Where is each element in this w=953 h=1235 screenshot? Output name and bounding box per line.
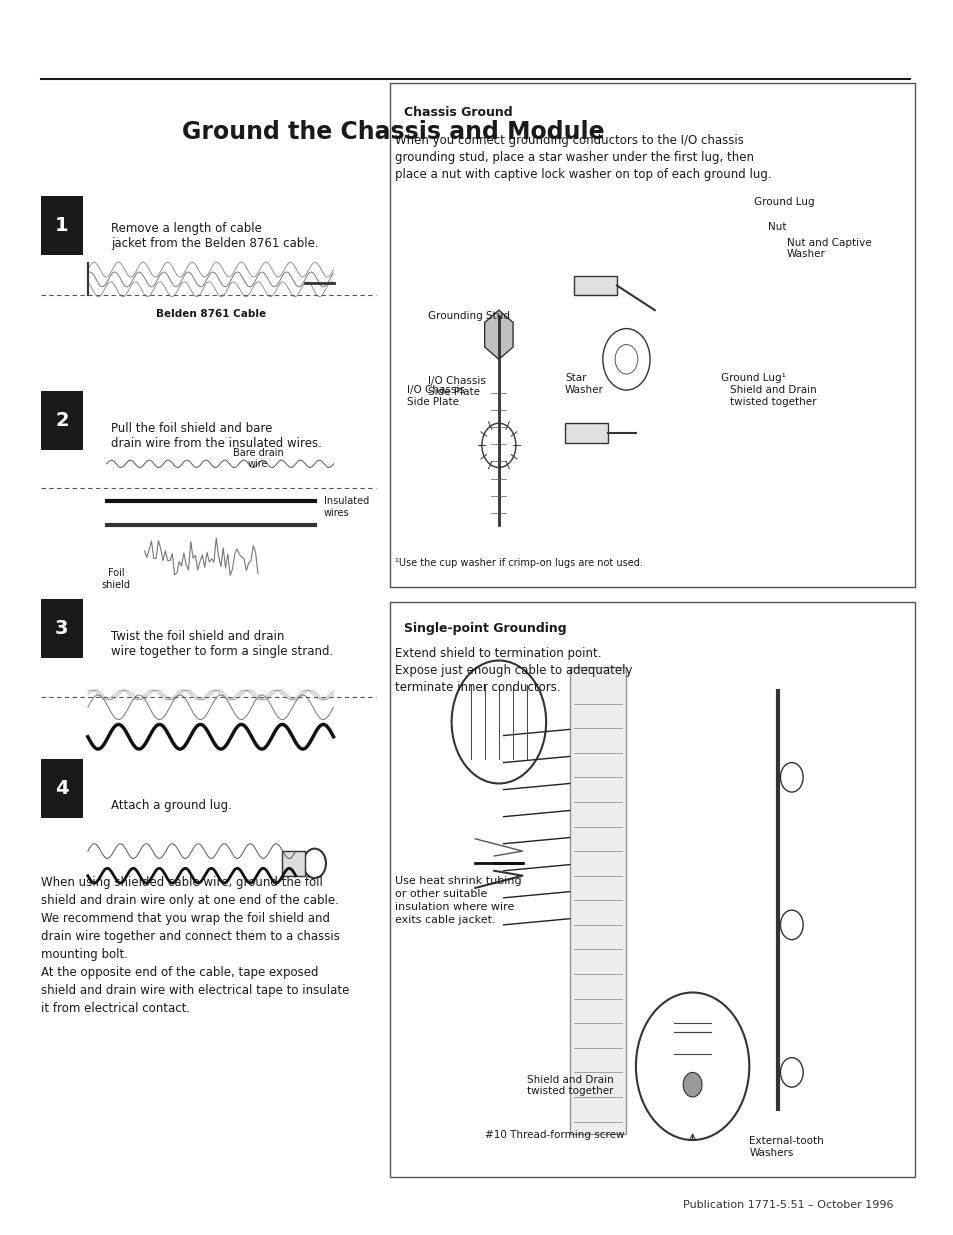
Bar [569, 667, 626, 1134]
Text: I/O Chassis
Side Plate: I/O Chassis Side Plate [428, 375, 485, 398]
Text: Belden 8761 Cable: Belden 8761 Cable [155, 309, 266, 319]
Text: 4: 4 [55, 779, 69, 798]
Bar [390, 601, 914, 1177]
Text: Ground the Chassis and Module: Ground the Chassis and Module [182, 120, 604, 143]
Bar [390, 83, 914, 587]
Text: Remove a length of cable
jacket from the Belden 8761 cable.: Remove a length of cable jacket from the… [112, 221, 318, 249]
Text: External-tooth
Washers: External-tooth Washers [748, 1136, 823, 1158]
Text: Nut and Captive
Washer: Nut and Captive Washer [786, 238, 871, 259]
Text: Grounding Stud: Grounding Stud [428, 311, 510, 321]
Text: Use heat shrink tubing
or other suitable
insulation where wire
exits cable jacke: Use heat shrink tubing or other suitable… [395, 876, 521, 925]
Text: Star
Washer: Star Washer [564, 373, 603, 395]
Bar [281, 851, 305, 876]
Text: Shield and Drain
twisted together: Shield and Drain twisted together [527, 1074, 614, 1097]
Text: ¹Use the cup washer if crimp-on lugs are not used.: ¹Use the cup washer if crimp-on lugs are… [395, 558, 642, 568]
Bar [41, 196, 83, 254]
Text: Chassis Ground: Chassis Ground [404, 106, 513, 119]
Text: Single-point Grounding: Single-point Grounding [404, 622, 566, 636]
Bar [564, 424, 607, 443]
Text: Bare drain
wire: Bare drain wire [233, 448, 283, 469]
Circle shape [682, 1072, 701, 1097]
Text: When you connect grounding conductors to the I/O chassis
grounding stud, place a: When you connect grounding conductors to… [395, 135, 771, 182]
Text: Insulated
wires: Insulated wires [324, 496, 369, 517]
Text: Attach a ground lug.: Attach a ground lug. [112, 799, 233, 813]
Text: Pull the foil shield and bare
drain wire from the insulated wires.: Pull the foil shield and bare drain wire… [112, 422, 322, 450]
Text: 3: 3 [55, 619, 69, 638]
Text: Shield and Drain
twisted together: Shield and Drain twisted together [730, 385, 817, 408]
Text: 2: 2 [55, 411, 69, 430]
Bar [41, 599, 83, 658]
Text: Ground Lug: Ground Lug [753, 196, 814, 207]
Bar [41, 758, 83, 818]
Text: Ground Lug¹: Ground Lug¹ [720, 373, 785, 383]
Polygon shape [484, 310, 513, 359]
Text: Nut: Nut [767, 221, 786, 231]
Text: Publication 1771-5.51 – October 1996: Publication 1771-5.51 – October 1996 [682, 1200, 893, 1210]
Text: Twist the foil shield and drain
wire together to form a single strand.: Twist the foil shield and drain wire tog… [112, 630, 334, 658]
Text: I/O Chassis
Side Plate: I/O Chassis Side Plate [407, 385, 465, 408]
Text: Extend shield to termination point.
Expose just enough cable to adequately
termi: Extend shield to termination point. Expo… [395, 647, 632, 694]
Bar [574, 275, 617, 295]
Text: Foil
shield: Foil shield [102, 568, 131, 590]
Text: When using shielded cable wire, ground the foil
shield and drain wire only at on: When using shielded cable wire, ground t… [41, 876, 349, 1015]
Text: #10 Thread-forming screw: #10 Thread-forming screw [484, 1130, 623, 1140]
Bar [41, 391, 83, 451]
Text: 1: 1 [55, 216, 69, 235]
